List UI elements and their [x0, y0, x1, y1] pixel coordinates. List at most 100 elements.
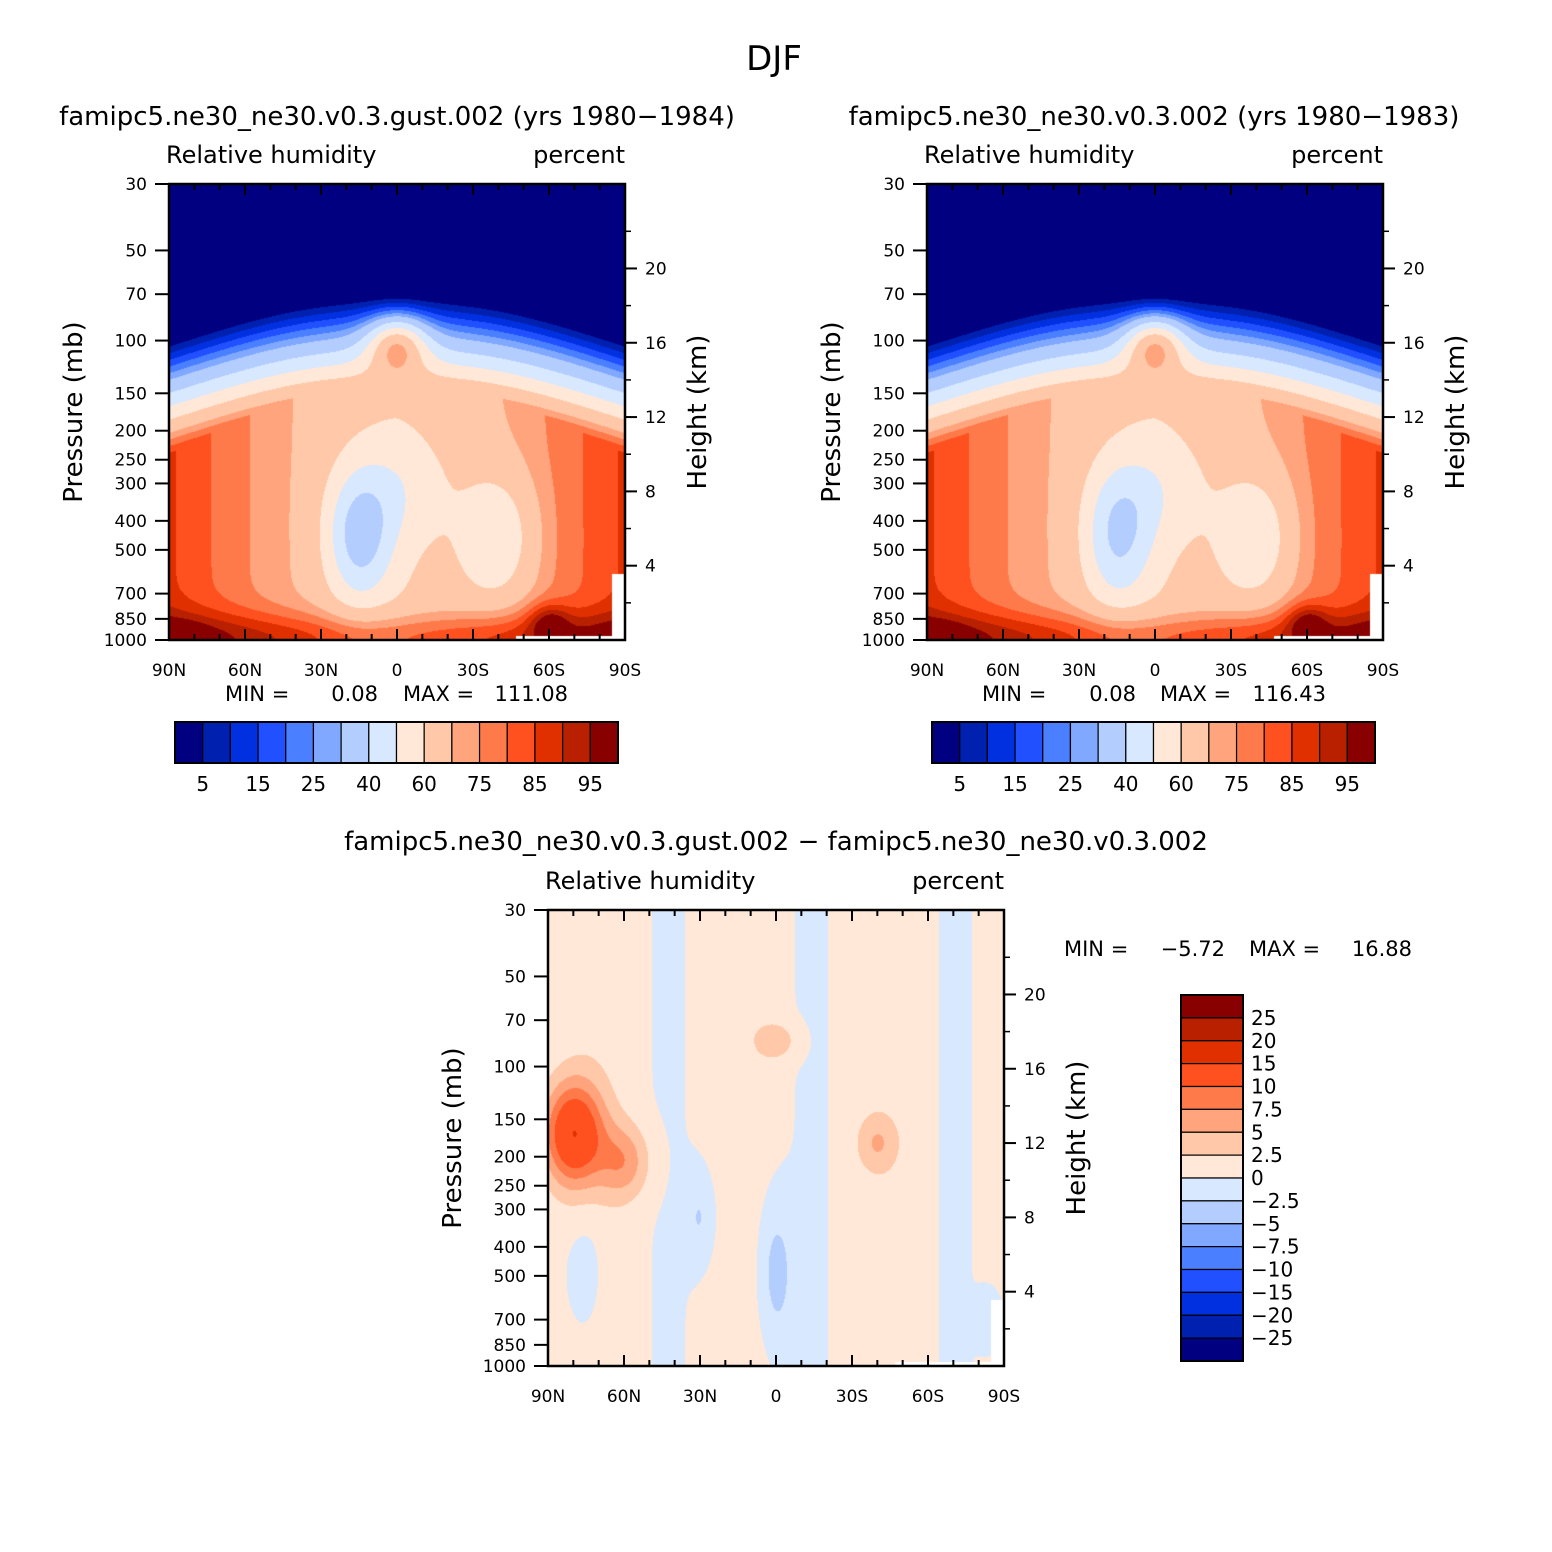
panel-3-units-label: percent: [912, 867, 1004, 895]
y-tick-label: 700: [115, 585, 147, 605]
colorbar-box: [589, 721, 619, 764]
y-tick-label: 100: [115, 332, 147, 352]
x-tick-label: 60S: [533, 661, 565, 681]
colorbar-label: 15: [245, 772, 270, 796]
x-tick-label: 30N: [1062, 661, 1096, 681]
panel-2-units-label: percent: [1291, 141, 1383, 169]
colorbar-label: 85: [1279, 772, 1304, 796]
x-tick-label: 0: [771, 1387, 782, 1407]
colorbar-box: [1180, 1314, 1244, 1339]
colorbar-label: 7.5: [1251, 1097, 1283, 1121]
colorbar-box: [1319, 721, 1348, 764]
x-tick-label: 60N: [228, 661, 262, 681]
y-right-tick-label: 8: [1403, 482, 1414, 502]
x-tick-label: 30S: [457, 661, 489, 681]
colorbar-label: 60: [411, 772, 436, 796]
colorbar-box: [931, 721, 961, 764]
x-tick-label: 90N: [531, 1387, 565, 1407]
y-tick-label: 1000: [104, 631, 147, 651]
y-tick-label: 250: [115, 451, 147, 471]
colorbar-box: [1208, 721, 1238, 764]
panel-3-min-label: MIN =: [1064, 937, 1128, 961]
panel-3-plot: 90N 60N 30N 0 30S 60S 90S 30 50 70 100 150 200 250 300…: [483, 901, 1046, 1407]
y-tick-label: 700: [873, 585, 905, 605]
contour-field: [548, 910, 1004, 1366]
panel-3-min-value: −5.72: [1161, 937, 1225, 961]
colorbar-box: [174, 721, 204, 764]
y-tick-label: 30: [125, 175, 147, 195]
colorbar-box: [1291, 721, 1321, 764]
x-tick-label: 30S: [836, 1387, 868, 1407]
colorbar-label: 25: [1058, 772, 1083, 796]
colorbar-box: [1180, 721, 1210, 764]
x-tick-label: 60N: [986, 661, 1020, 681]
y-tick-label: 500: [494, 1267, 526, 1287]
x-tick-label: 60S: [1291, 661, 1323, 681]
colorbar-box: [1180, 1223, 1244, 1248]
y-tick-label: 300: [115, 474, 147, 494]
x-tick-label: 90N: [152, 661, 186, 681]
y-right-tick-label: 16: [1403, 334, 1425, 354]
y-tick-label: 300: [494, 1200, 526, 1220]
y-tick-label: 300: [873, 474, 905, 494]
x-tick-label: 90N: [910, 661, 944, 681]
colorbar-box: [1180, 1154, 1244, 1179]
colorbar-box: [1180, 1268, 1244, 1293]
colorbar-box: [395, 721, 425, 764]
y-tick-label: 30: [883, 175, 905, 195]
y-tick-label: 50: [504, 967, 526, 987]
panel-2-minmax: MIN = 0.08 MAX = 116.43: [982, 682, 1326, 706]
panel-1-min-label: MIN =: [225, 682, 289, 706]
colorbar-box: [1125, 721, 1155, 764]
colorbar-label: 0: [1251, 1166, 1264, 1190]
colorbar-label: 5: [1251, 1120, 1264, 1144]
colorbar-label: 85: [522, 772, 547, 796]
panel-3-minmax: MIN = −5.72 MAX = 16.88: [1064, 937, 1412, 961]
y-tick-label: 150: [494, 1110, 526, 1130]
colorbar-label: −2.5: [1251, 1189, 1300, 1213]
colorbar-frame: [931, 721, 1376, 764]
y-right-tick-label: 20: [645, 259, 667, 279]
x-tick-label: 60N: [607, 1387, 641, 1407]
colorbar-label: 15: [1002, 772, 1027, 796]
colorbar-box: [1152, 721, 1182, 764]
colorbar-label: 95: [1335, 772, 1360, 796]
colorbar-box: [986, 721, 1016, 764]
colorbar-box: [1235, 721, 1265, 764]
colorbar-box: [1014, 721, 1044, 764]
colorbar-box: [368, 721, 398, 764]
colorbar-box: [1263, 721, 1293, 764]
panel-1-max-value: 111.08: [495, 682, 568, 706]
colorbar-box: [1180, 1063, 1244, 1088]
panel-2-ylabel: Pressure (mb): [817, 321, 847, 502]
panel-3-max-value: 16.88: [1352, 937, 1412, 961]
y-tick-label: 850: [115, 610, 147, 630]
x-tick-label: 0: [392, 661, 403, 681]
colorbar-label: 5: [953, 772, 966, 796]
y-tick-label: 250: [494, 1177, 526, 1197]
colorbar-box: [1180, 1108, 1244, 1133]
colorbar-label: 25: [1251, 1006, 1276, 1030]
colorbar-box: [1097, 721, 1127, 764]
colorbar-frame: [174, 721, 619, 764]
y-tick-label: 400: [873, 512, 905, 532]
y-tick-label: 1000: [483, 1357, 526, 1377]
panel-3-ylabel: Pressure (mb): [438, 1047, 468, 1228]
colorbar-box: [1180, 1040, 1244, 1065]
y-tick-label: 400: [494, 1238, 526, 1258]
y-tick-label: 50: [883, 241, 905, 261]
colorbar-box: [202, 721, 231, 764]
colorbar-box: [423, 721, 453, 764]
colorbar-label: 60: [1168, 772, 1193, 796]
contour-field: [927, 184, 1383, 640]
colorbar-box: [1180, 1337, 1244, 1362]
panel-3-ylabel-right: Height (km): [1062, 1061, 1092, 1216]
colorbar-box: [451, 721, 481, 764]
y-right-tick-label: 4: [1403, 557, 1414, 577]
colorbar-label: −15: [1251, 1280, 1293, 1304]
colorbar-label: 10: [1251, 1075, 1276, 1099]
y-tick-label: 500: [873, 541, 905, 561]
figure-title: DJF: [746, 39, 802, 79]
y-tick-label: 50: [125, 241, 147, 261]
colorbar-label: 75: [1224, 772, 1249, 796]
